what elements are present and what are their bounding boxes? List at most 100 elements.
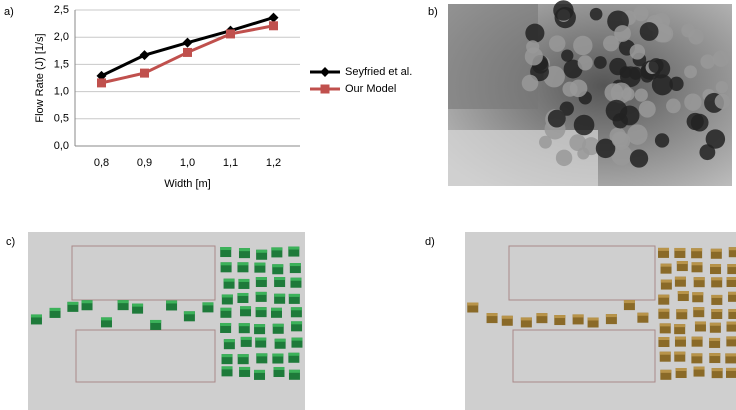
- agent: [676, 261, 688, 272]
- head: [633, 5, 649, 22]
- agent: [572, 314, 584, 325]
- agent-top: [658, 247, 670, 251]
- agent: [67, 301, 79, 312]
- head: [569, 134, 587, 151]
- agent: [150, 319, 162, 330]
- x-axis-label: Width [m]: [164, 178, 210, 190]
- agent-top: [467, 302, 479, 306]
- head: [573, 35, 593, 56]
- head: [684, 93, 702, 111]
- agent-top: [677, 291, 689, 295]
- legend-marker: [320, 67, 330, 77]
- agent-top: [572, 314, 584, 318]
- legend-marker: [320, 84, 330, 94]
- agent-top: [726, 321, 736, 325]
- agent: [237, 262, 249, 273]
- legend-label: Seyfried et al.: [345, 66, 412, 78]
- agent: [727, 264, 736, 275]
- agent: [658, 308, 670, 319]
- agent-top: [659, 323, 671, 327]
- head: [651, 74, 673, 96]
- agent: [659, 323, 671, 334]
- agent-top: [587, 317, 599, 321]
- agent-top: [660, 263, 672, 267]
- agent-top: [675, 368, 687, 372]
- head: [715, 80, 729, 94]
- agent: [726, 276, 736, 287]
- agent: [220, 247, 232, 258]
- simulation-view: [28, 232, 305, 410]
- agent-top: [725, 367, 736, 371]
- agent: [623, 300, 635, 311]
- agent: [237, 354, 249, 365]
- agent: [674, 324, 686, 335]
- head: [639, 22, 659, 41]
- agent-top: [728, 308, 736, 312]
- agent-top: [291, 337, 303, 341]
- agent: [536, 313, 548, 324]
- agent: [711, 368, 723, 379]
- marker: [226, 29, 235, 39]
- agent-top: [255, 277, 267, 281]
- agent: [288, 293, 300, 304]
- agent-top: [272, 353, 284, 357]
- head: [614, 25, 631, 42]
- legend-label: Our Model: [345, 83, 396, 95]
- agent: [254, 262, 266, 273]
- agent-top: [501, 315, 513, 319]
- marker: [97, 78, 106, 88]
- marker: [140, 68, 149, 78]
- agent: [691, 262, 703, 273]
- marker: [183, 47, 192, 57]
- agent-top: [728, 291, 736, 295]
- agent-top: [256, 249, 268, 253]
- agent: [166, 300, 178, 311]
- agent: [486, 313, 498, 324]
- head: [555, 149, 573, 167]
- head: [603, 35, 619, 52]
- agent: [693, 307, 705, 318]
- agent: [240, 306, 252, 317]
- agent: [100, 317, 112, 328]
- agent: [255, 277, 267, 288]
- agent-top: [693, 307, 705, 311]
- y-tick-label: 1,5: [54, 58, 69, 70]
- agent-top: [674, 276, 686, 280]
- agent: [658, 247, 670, 258]
- agent-top: [486, 313, 498, 317]
- head: [553, 0, 574, 21]
- agent-top: [255, 337, 267, 341]
- agent-top: [659, 351, 671, 355]
- agent-top: [692, 292, 704, 296]
- agent-top: [605, 314, 617, 318]
- agent-top: [290, 307, 302, 311]
- agent-top: [694, 321, 706, 325]
- agent: [240, 336, 252, 347]
- head: [684, 65, 697, 79]
- agent: [692, 292, 704, 303]
- panel-label: a): [4, 6, 14, 18]
- x-tick-label: 1,2: [266, 157, 281, 169]
- head: [563, 59, 583, 79]
- head: [539, 135, 552, 149]
- agent: [290, 307, 302, 318]
- agent-top: [117, 300, 129, 304]
- agent-top: [691, 336, 703, 340]
- agent-top: [238, 323, 250, 327]
- agent: [272, 264, 284, 275]
- agent: [221, 354, 233, 365]
- agent: [220, 262, 232, 273]
- marker: [182, 37, 193, 48]
- head: [526, 40, 540, 54]
- agent: [290, 277, 302, 288]
- agent: [223, 278, 235, 289]
- agent-top: [658, 337, 670, 341]
- agent: [254, 369, 266, 380]
- agent: [728, 308, 736, 319]
- photo: [448, 0, 732, 186]
- agent-top: [220, 322, 232, 326]
- y-axis-label: Flow Rate (J) [1/s]: [34, 33, 46, 122]
- agent: [183, 311, 195, 322]
- agent: [255, 291, 267, 302]
- agent-top: [274, 338, 286, 342]
